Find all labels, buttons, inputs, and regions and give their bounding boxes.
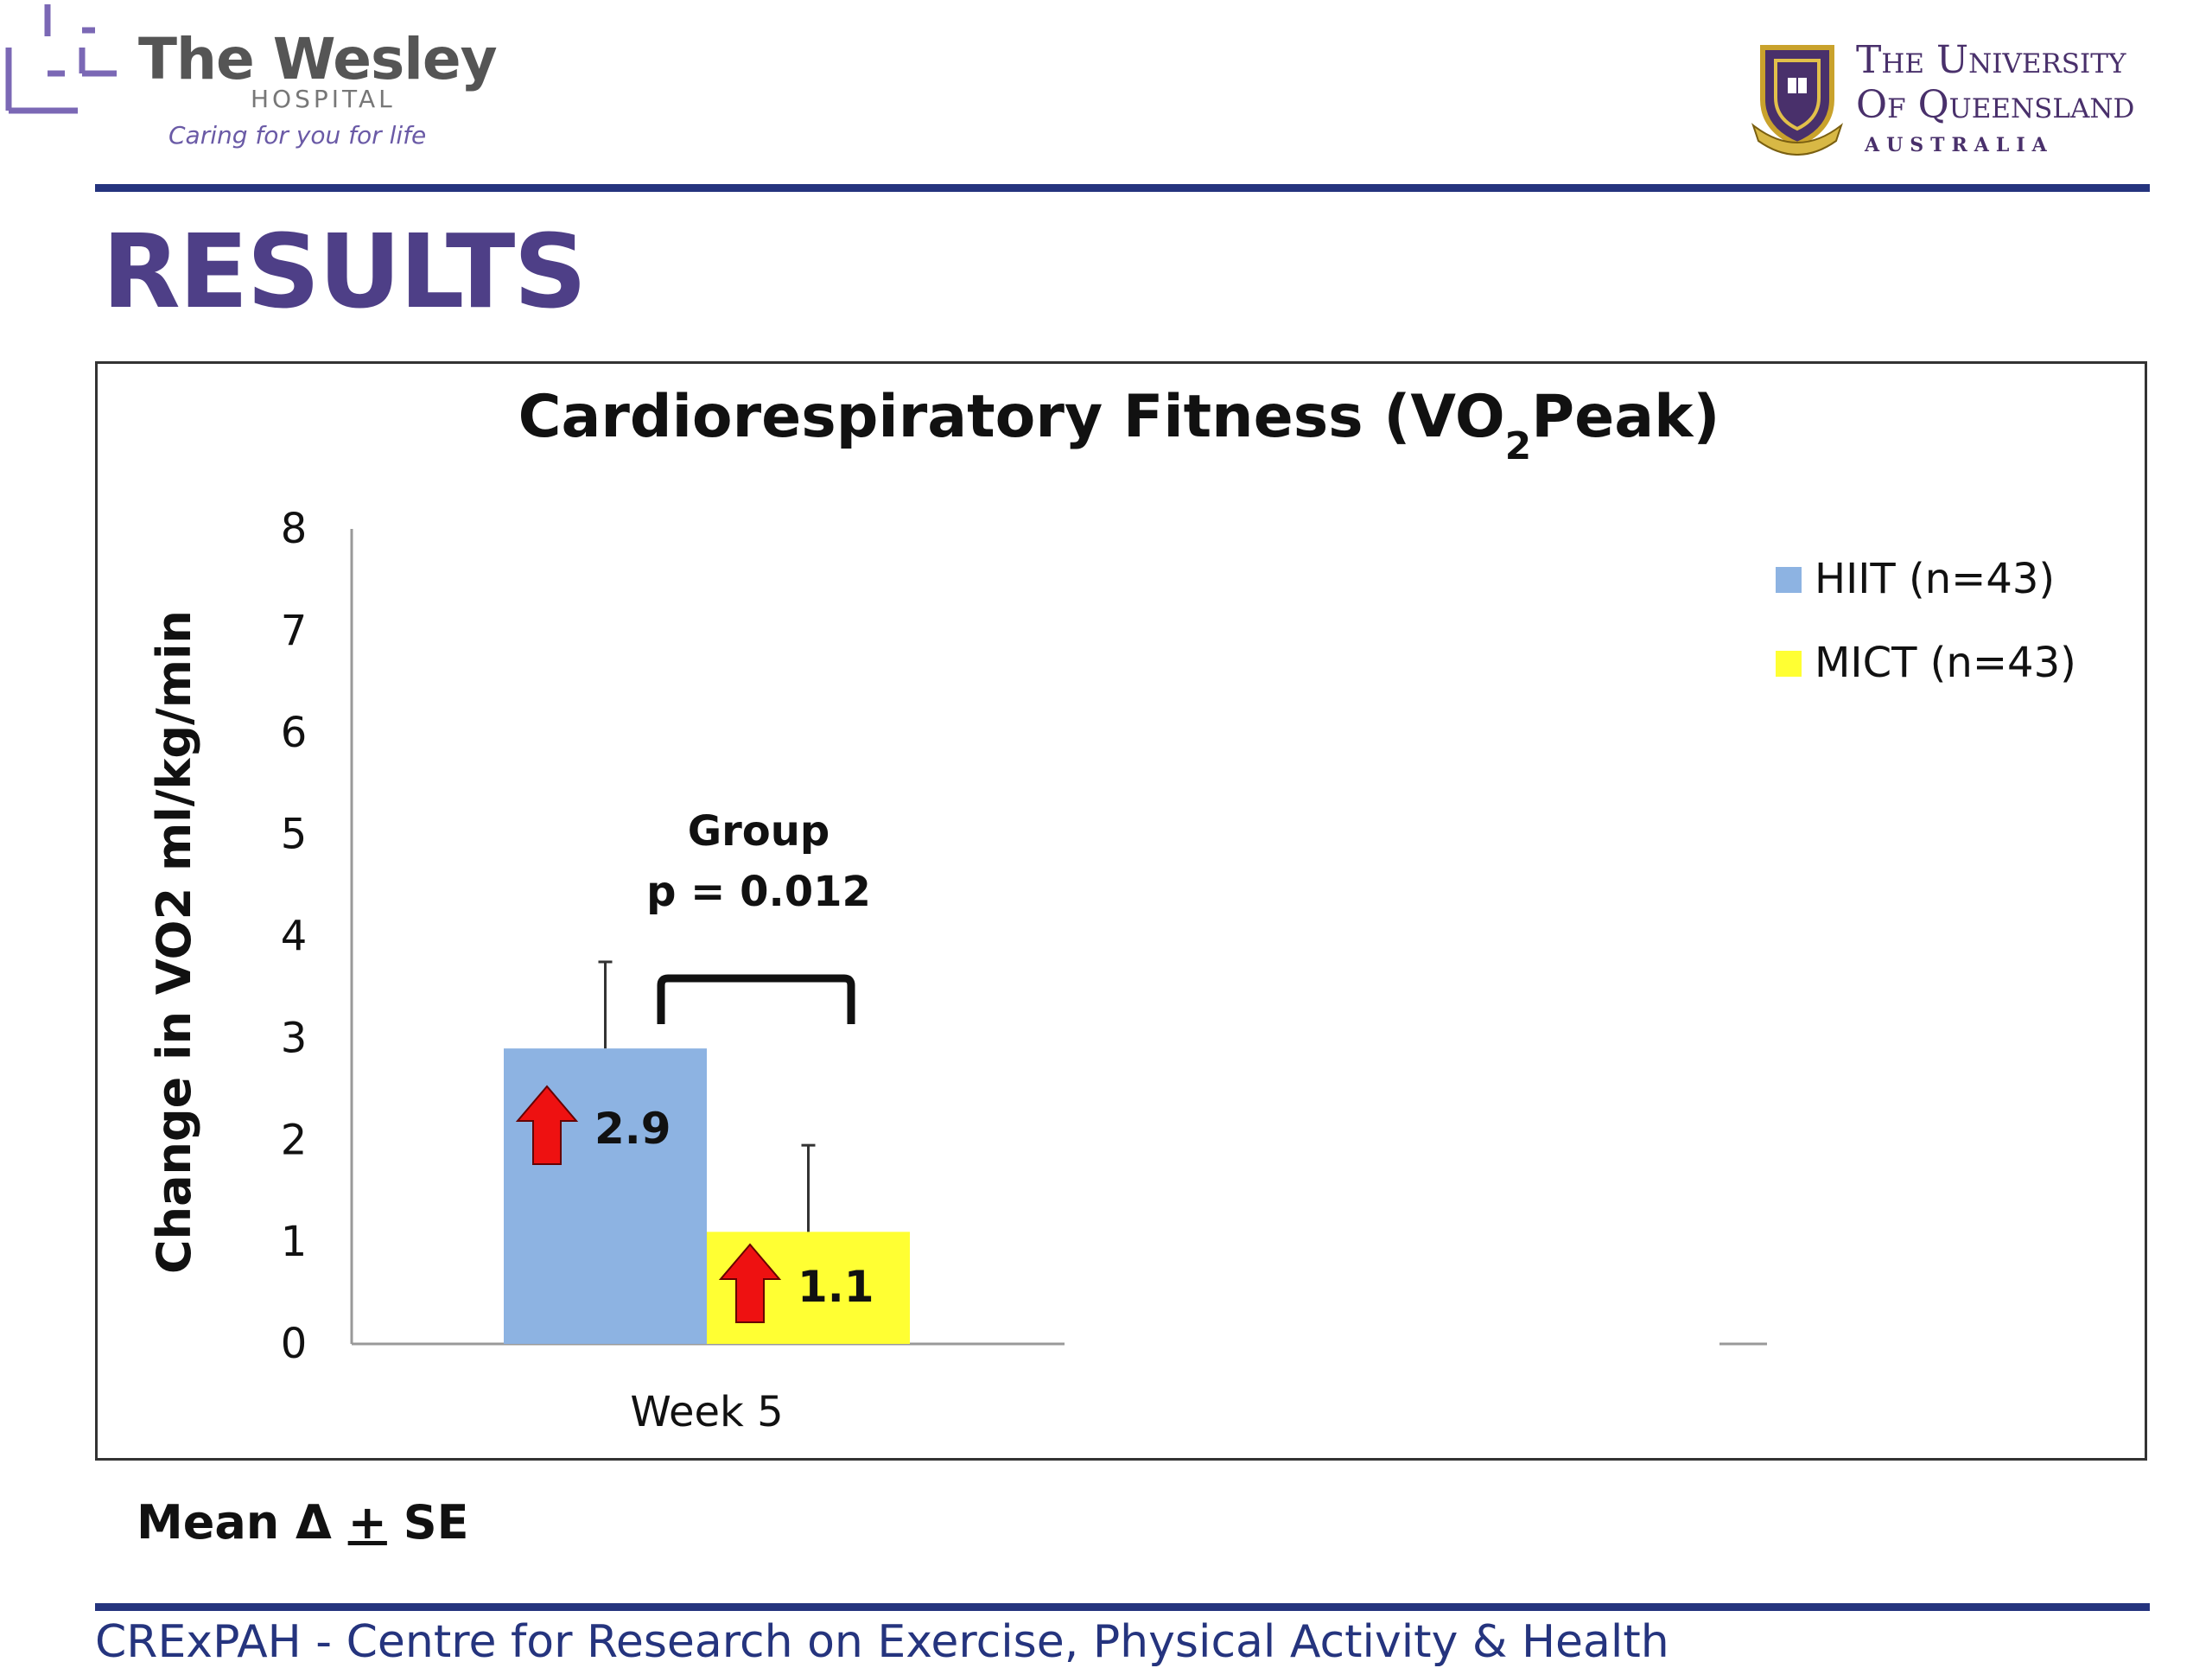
- chart-title-main: Cardiorespiratory Fitness (VO: [518, 383, 1505, 451]
- bar-value-label: 1.1: [798, 1262, 874, 1312]
- y-tick-label: 7: [281, 607, 308, 655]
- y-tick-label: 1: [281, 1218, 308, 1266]
- footer-text: CRExPAH - Centre for Research on Exercis…: [95, 1616, 1669, 1668]
- wesley-hospital-subtitle: HOSPITAL: [251, 85, 396, 113]
- university-name-line2: Of Queensland: [1856, 83, 2135, 127]
- chart-title: Cardiorespiratory Fitness (VO2Peak): [518, 383, 1720, 468]
- annotation-group: Group: [688, 807, 830, 856]
- y-tick-label: 5: [281, 811, 308, 859]
- chart-title-subscript: 2: [1505, 424, 1532, 468]
- increase-arrow-icon: [718, 1243, 782, 1323]
- footnote-prefix: Mean Δ: [137, 1495, 348, 1550]
- y-tick-label: 6: [281, 709, 308, 757]
- y-tick-label: 4: [281, 913, 308, 961]
- slide-title: RESULTS: [102, 212, 587, 331]
- university-name-line1: The University: [1856, 38, 2126, 82]
- footnote-suffix: SE: [386, 1495, 469, 1550]
- y-tick-label: 2: [281, 1116, 308, 1164]
- bar-value-label: 2.9: [594, 1104, 671, 1154]
- wesley-hospital-tagline: Caring for you for life: [168, 121, 427, 150]
- legend-label: MICT (n=43): [1815, 639, 2076, 687]
- university-crest-icon: [1751, 45, 1843, 156]
- y-tick-label: 8: [281, 505, 308, 553]
- footnote: Mean Δ + SE: [137, 1495, 468, 1550]
- bar-hiit: [504, 1048, 707, 1344]
- y-tick-label: 3: [281, 1014, 308, 1062]
- increase-arrow-icon: [515, 1085, 579, 1165]
- legend-swatch: [1776, 567, 1802, 593]
- wesley-hospital-logo-icon: [5, 4, 117, 114]
- chart-frame: [95, 361, 2147, 1461]
- x-tick-label: Week 5: [630, 1388, 783, 1436]
- significance-bracket: [657, 974, 855, 1024]
- plus-minus-sign: +: [347, 1495, 387, 1550]
- legend-label: HIIT (n=43): [1815, 555, 2055, 603]
- university-country: AUSTRALIA: [1865, 134, 2054, 156]
- y-tick-label: 0: [281, 1320, 308, 1368]
- header-divider: [95, 184, 2150, 192]
- footer-divider: [95, 1603, 2150, 1611]
- annotation-p-value: p = 0.012: [646, 868, 871, 916]
- chart-title-suffix: Peak): [1531, 383, 1719, 451]
- y-axis-label: Change in VO2 ml/kg/min: [147, 610, 201, 1274]
- legend-swatch: [1776, 651, 1802, 677]
- wesley-hospital-name: The Wesley: [138, 26, 498, 92]
